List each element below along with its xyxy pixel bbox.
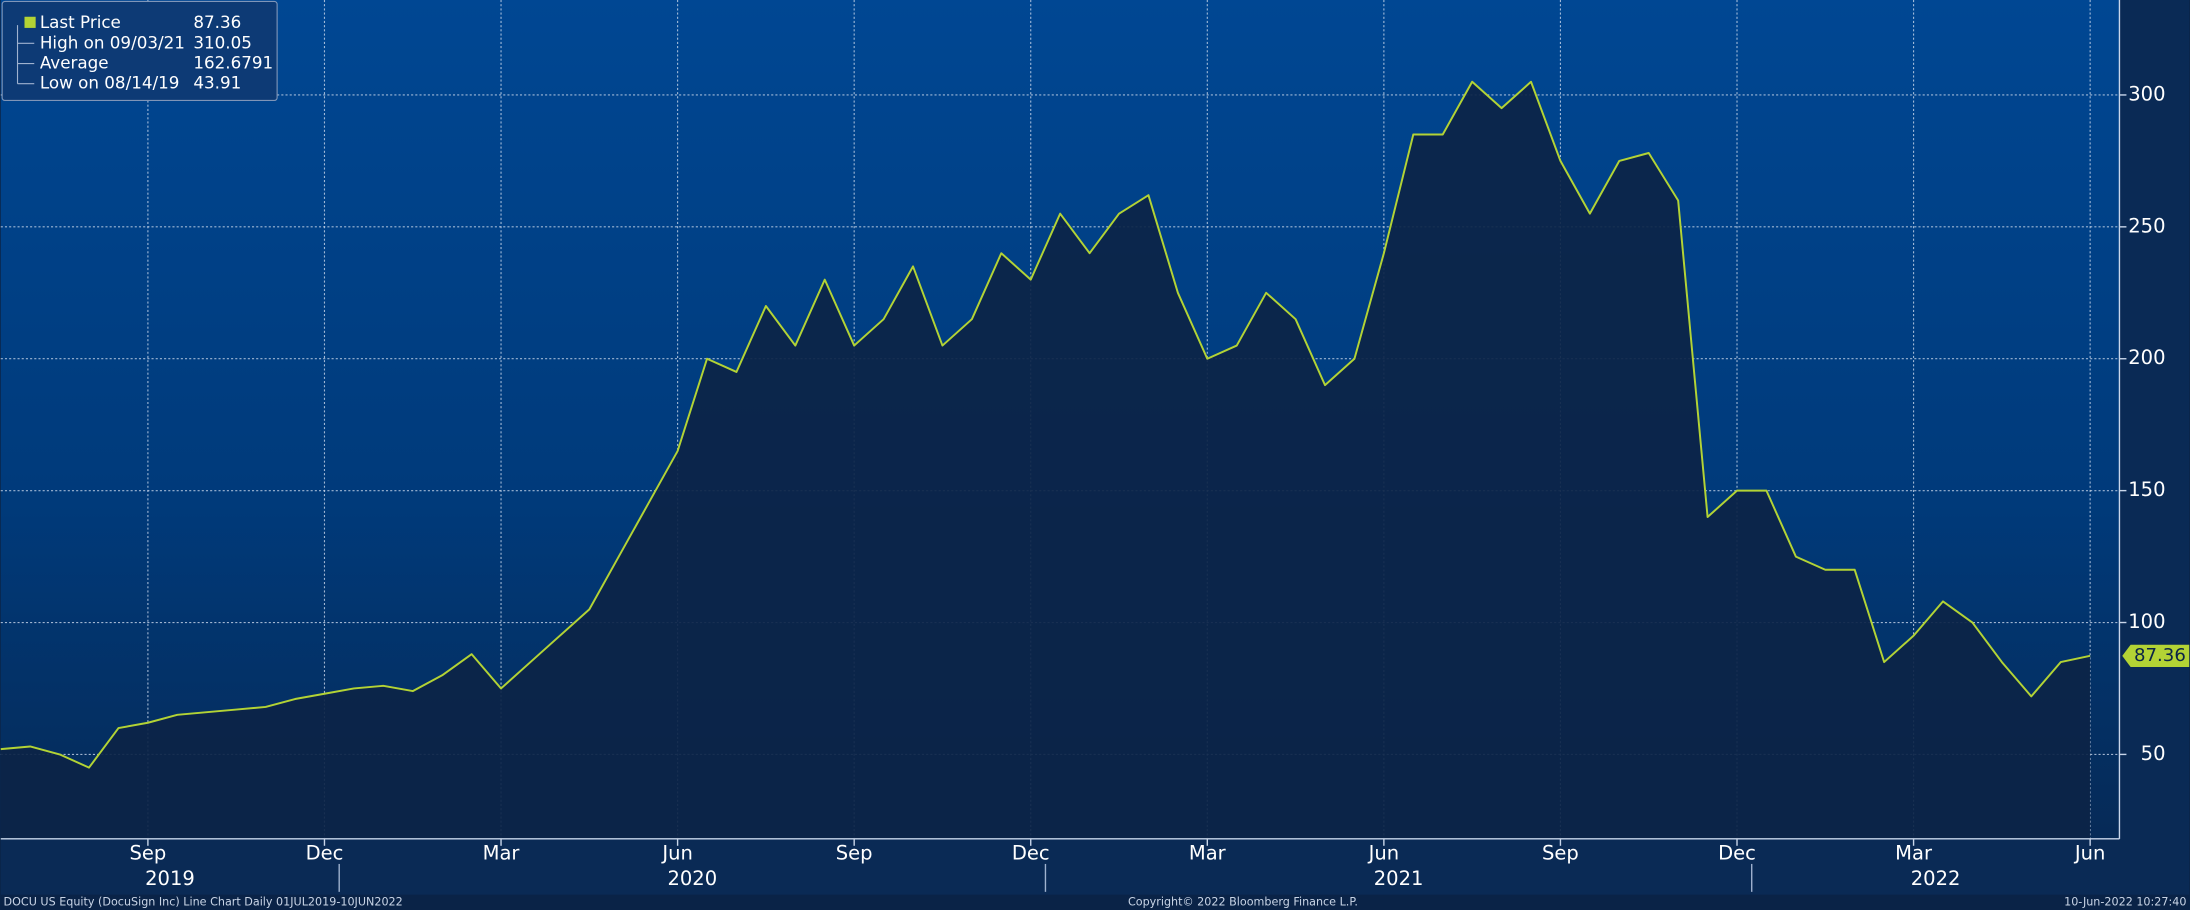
x-tick-label: Jun [1367,842,1400,865]
footer-right: 10-Jun-2022 10:27:40 [2064,895,2186,908]
legend-value: 87.36 [193,12,241,32]
legend-stat-value: 162.6791 [193,53,273,73]
last-price-tag [2122,644,2190,668]
x-tick-label: Jun [2073,842,2106,865]
legend-stat-label: Average [40,53,109,73]
x-tick-label: Dec [1012,842,1050,865]
x-tick-label: Mar [483,842,521,865]
year-label: 2019 [145,867,195,890]
legend-stat-label: High on 09/03/21 [40,32,185,52]
year-label: 2021 [1374,867,1424,890]
legend-box [1,0,278,102]
y-tick-label: 150 [2128,478,2165,501]
x-tick-label: Dec [1718,842,1756,865]
y-tick-label: 50 [2141,742,2166,765]
y-tick-label: 200 [2128,346,2165,369]
y-tick-label: 300 [2128,82,2165,105]
x-tick-label: Mar [1895,842,1933,865]
x-tick-label: Mar [1189,842,1227,865]
line [0,80,2091,769]
legend-stat-value: 310.05 [193,32,252,52]
footer-left: DOCU US Equity (DocuSign Inc) Line Chart… [4,895,403,908]
area [0,81,2091,839]
x-tick-label: Sep [130,842,167,865]
y-tick-label: 100 [2128,610,2165,633]
footer-center: Copyright© 2022 Bloomberg Finance L.P. [1128,895,1358,908]
x-tick-label: Dec [306,842,344,865]
x-tick-label: Sep [836,842,873,865]
x-tick-label: Sep [1542,842,1579,865]
x-tick-label: Jun [660,842,693,865]
legend-stat-label: Low on 08/14/19 [40,73,180,93]
y-tick-label: 250 [2128,214,2165,237]
legend-stat-value: 43.91 [193,73,241,93]
year-label: 2022 [1911,867,1961,890]
last-price-label: 87.36 [2134,645,2186,666]
footer-bar [0,894,2190,910]
legend-name: Last Price [40,12,121,32]
legend-swatch [24,16,36,28]
year-label: 2020 [667,867,717,890]
